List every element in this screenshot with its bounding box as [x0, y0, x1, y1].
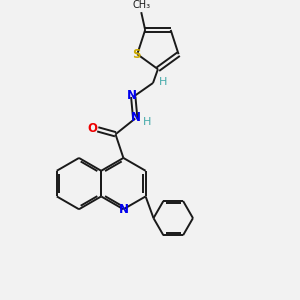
Text: S: S — [132, 48, 140, 61]
Text: N: N — [131, 111, 141, 124]
Text: H: H — [159, 77, 167, 87]
Text: N: N — [118, 203, 128, 216]
Text: N: N — [127, 89, 137, 102]
Text: CH₃: CH₃ — [132, 0, 150, 10]
Text: O: O — [88, 122, 98, 135]
Text: H: H — [143, 117, 151, 128]
